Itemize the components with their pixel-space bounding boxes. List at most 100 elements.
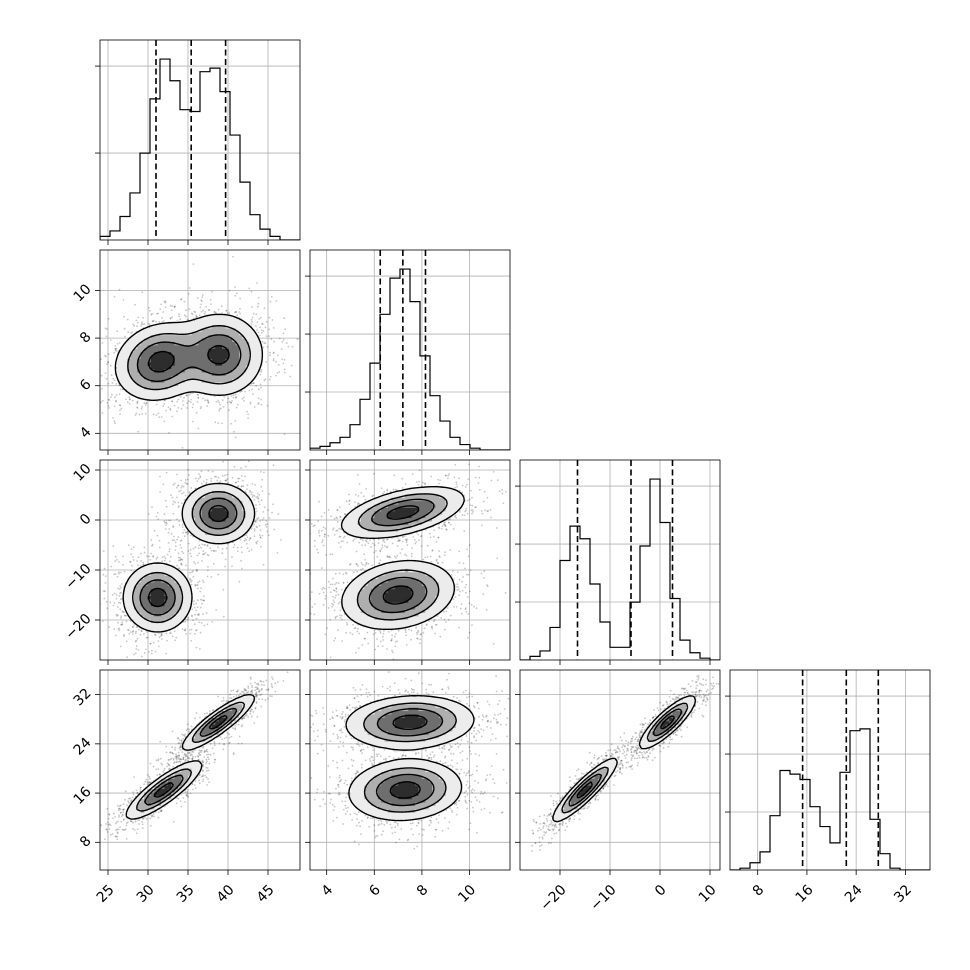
pair-panel-1-0-density-cell	[167, 344, 172, 349]
pair-panel-1-0-density-cell	[191, 341, 196, 346]
pair-panel-1-0-density-cell	[245, 348, 250, 353]
pair-panel-1-0-density-cell	[164, 324, 169, 329]
pair-panel-1-0-density-cell	[249, 355, 253, 359]
pair-panel-1-0-point	[235, 396, 238, 398]
pair-panel-2-0-point	[204, 544, 207, 546]
pair-panel-1-0-density-cell	[154, 392, 159, 397]
pair-panel-1-0-point	[163, 403, 166, 405]
pair-panel-1-0-point	[198, 314, 201, 317]
pair-panel-1-0-point	[250, 290, 253, 293]
pair-panel-1-0-point	[211, 290, 214, 293]
pair-panel-1-0-point	[191, 406, 194, 409]
pair-panel-2-0-point	[149, 558, 152, 561]
pair-panel-2-0-point	[177, 506, 180, 508]
pair-panel-1-0-density-cell	[157, 375, 162, 380]
pair-panel-1-0-point	[196, 297, 199, 299]
pair-panel-1-0-density-cell	[228, 334, 233, 339]
pair-panel-1-0-density-cell	[120, 351, 125, 356]
pair-panel-2-0-point	[207, 569, 209, 572]
pair-panel-1-0-density-cell	[222, 327, 226, 332]
pair-panel-1-0-point	[200, 310, 203, 313]
pair-panel-1-0-density-cell	[255, 358, 260, 363]
pair-panel-2-0-point	[182, 552, 185, 554]
pair-panel-1-0-density-cell	[222, 385, 226, 390]
pair-panel-1-0-density-cell	[252, 358, 257, 363]
pair-panel-1-0-density-cell	[137, 361, 142, 366]
pair-panel-1-0-density-cell	[147, 351, 152, 356]
pair-panel-1-0-density-cell	[191, 385, 196, 390]
pair-panel-1-0-density-cell	[177, 321, 182, 325]
pair-panel-2-0-point	[117, 587, 119, 590]
pair-panel-1-0-density-cell	[252, 348, 257, 353]
pair-panel-1-0-point	[280, 348, 283, 351]
pair-panel-1-0-density-cell	[174, 388, 179, 393]
pair-panel-1-0-density-cell	[215, 344, 220, 349]
pair-panel-1-0-density-cell	[188, 344, 192, 349]
pair-panel-1-0-density-cell	[222, 392, 226, 397]
pair-panel-1-0-density-cell	[242, 341, 247, 346]
pair-panel-2-0-point	[186, 533, 189, 536]
pair-panel-1-0-density-cell	[123, 375, 128, 380]
pair-panel-2-0-point	[244, 490, 247, 493]
pair-panel-1-0-density-cell	[259, 358, 264, 363]
pair-panel-2-0-point	[178, 524, 181, 526]
pair-panel-1-0-point	[164, 300, 167, 303]
pair-panel-1-0-point	[281, 358, 283, 360]
pair-panel-1-0-point	[112, 377, 115, 380]
pair-panel-1-0-density-cell	[201, 375, 206, 380]
pair-panel-1-0-density-cell	[140, 344, 145, 349]
pair-panel-2-0-point	[222, 588, 225, 591]
pair-panel-2-0-point	[128, 633, 131, 635]
pair-panel-1-0-density-cell	[225, 378, 230, 383]
pair-panel-1-0-density-cell	[191, 375, 196, 380]
pair-panel-1-0-point	[73, 406, 75, 408]
pair-panel-1-0-density-cell	[154, 338, 159, 342]
pair-panel-2-0-point	[121, 621, 124, 624]
pair-panel-1-0-point	[234, 311, 236, 314]
pair-panel-1-0-point	[234, 294, 237, 297]
pair-panel-1-0-density-cell	[177, 375, 182, 380]
pair-panel-1-0-density-cell	[188, 388, 192, 393]
pair-panel-1-0-point	[262, 330, 265, 332]
pair-panel-1-0-density-cell	[198, 338, 203, 342]
pair-panel-2-0-point	[102, 550, 105, 552]
pair-panel-1-0-density-cell	[205, 382, 209, 386]
pair-panel-1-0-density-cell	[164, 388, 169, 393]
pair-panel-1-0-density-cell	[161, 392, 165, 397]
pair-panel-1-0-density-cell	[184, 355, 189, 359]
pair-panel-2-0-point	[201, 599, 204, 601]
pair-panel-2-0-point	[250, 549, 253, 551]
pair-panel-1-0-density-cell	[184, 321, 189, 325]
pair-panel-1-0-density-cell	[259, 355, 264, 359]
pair-panel-2-0-point	[194, 584, 197, 587]
hist-panel-1-histogram	[310, 268, 510, 450]
pair-panel-1-0-density-cell	[201, 358, 206, 363]
pair-panel-1-0-density-cell	[120, 375, 125, 380]
pair-panel-2-0-point	[151, 543, 154, 546]
pair-panel-2-0-point	[131, 564, 133, 567]
pair-panel-1-0-density-cell	[222, 334, 226, 339]
pair-panel-2-0-point	[145, 631, 148, 633]
pair-panel-1-0-density-cell	[157, 361, 162, 366]
pair-panel-1-0-density-cell	[144, 372, 148, 376]
pair-panel-1-0-point	[265, 361, 268, 363]
pair-panel-2-0-point	[200, 622, 203, 624]
pair-panel-1-0-density-cell	[181, 375, 186, 380]
pair-panel-2-0-point	[249, 537, 252, 540]
pair-panel-1-0-point	[118, 288, 121, 291]
pair-panel-2-0-point	[192, 570, 194, 572]
pair-panel-2-0-point	[191, 615, 193, 618]
pair-panel-2-0-point	[156, 534, 159, 537]
pair-panel-1-0-density-cell	[164, 378, 169, 383]
pair-panel-2-0-point	[175, 636, 178, 639]
pair-panel-2-0-point	[193, 600, 195, 603]
pair-panel-2-0-point	[254, 521, 257, 523]
pair-panel-1-0-point	[259, 373, 262, 376]
pair-panel-1-0-density-cell	[137, 382, 142, 386]
pair-panel-1-0-density-cell	[171, 378, 175, 383]
pair-panel-2-0-point	[178, 490, 181, 493]
pair-panel-2-0-point	[168, 548, 171, 551]
pair-panel-1-0-density-cell	[174, 324, 179, 329]
pair-panel-1-0-density-cell	[167, 327, 172, 332]
pair-panel-2-0-point	[135, 630, 138, 633]
